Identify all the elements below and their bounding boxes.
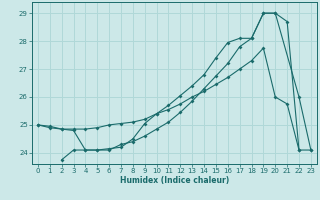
X-axis label: Humidex (Indice chaleur): Humidex (Indice chaleur) xyxy=(120,176,229,185)
